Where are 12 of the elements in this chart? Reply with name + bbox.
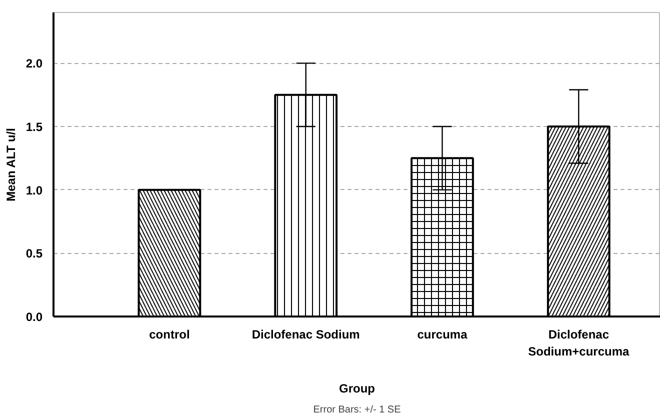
y-tick-label: 0.0	[26, 310, 43, 324]
x-tick-label: curcuma	[417, 328, 468, 342]
y-tick-label: 1.5	[26, 120, 43, 134]
y-tick-label: 0.5	[26, 246, 43, 261]
y-axis-title: Mean ALT u/l	[4, 128, 18, 202]
y-tick-label: 2.0	[26, 56, 43, 71]
x-tick-label: Diclofenac Sodium+curcuma	[528, 328, 630, 358]
text: Error Bars: +/- 1 SE	[313, 404, 402, 416]
x-axis-title: Group	[339, 381, 376, 396]
x-tick-label: Diclofenac Sodium	[252, 328, 360, 342]
x-tick-label: control	[149, 328, 190, 342]
y-tick-label: 1.0	[26, 183, 43, 198]
